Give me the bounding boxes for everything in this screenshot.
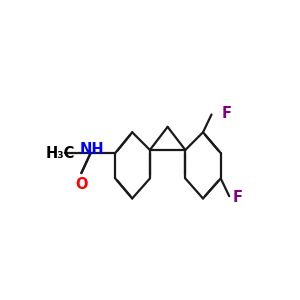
Text: F: F (232, 190, 242, 205)
Text: H₃C: H₃C (46, 146, 75, 160)
Text: NH: NH (80, 142, 104, 157)
Text: O: O (75, 177, 88, 192)
Text: F: F (221, 106, 232, 121)
